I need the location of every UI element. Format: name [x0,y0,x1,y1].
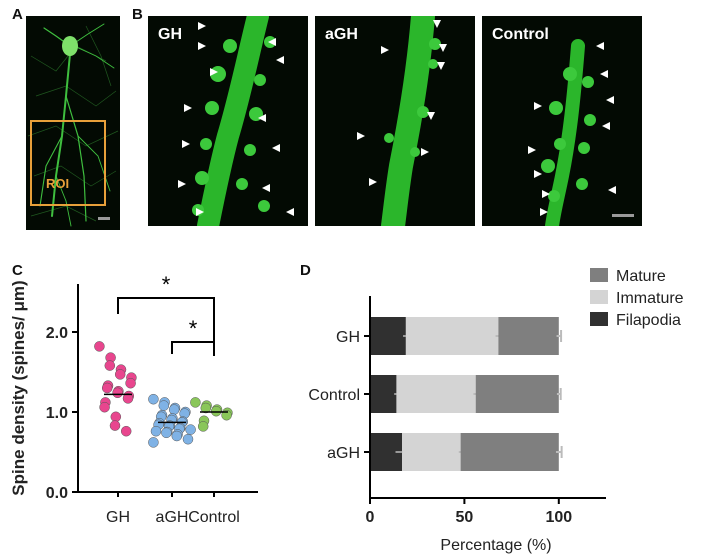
data-point [104,360,116,371]
x-tick-label: 0 [366,509,375,526]
legend-label: Immature [616,290,684,307]
bar-segment-mature [475,375,559,413]
panel-label-a: A [12,6,23,23]
data-point [101,382,113,394]
x-tick-label: 50 [456,509,474,526]
significance-bracket [171,341,215,356]
x-tick-label: 100 [545,509,572,526]
dendrite-image-gh: GH [148,16,308,226]
bar-segment-mature [498,317,559,355]
data-point [210,405,222,417]
data-point [190,397,201,408]
panel-label-d: D [300,262,311,279]
bar-segment-immature [402,433,461,471]
y-tick-label: aGH [327,445,360,462]
roi-box [30,120,106,206]
bar-segment-filapodia [370,375,397,413]
image-title-control: Control [492,26,549,43]
data-point [114,369,126,380]
dendrite-image-control: Control [482,16,642,226]
y-tick-label: Control [308,387,360,404]
chart-spine-percentage: GH Control aGH 0 50 100 Percentage (%) Mature Im… [308,268,684,554]
bar-segment-mature [460,433,559,471]
significance-star: * [189,316,198,341]
data-point [109,420,121,431]
data-point [161,427,172,439]
data-point [94,341,105,352]
data-point [99,401,110,413]
bar-segment-immature [396,375,476,413]
chart-spine-density: 0.0 1.0 2.0 Spine density (spines/ μm) GH aGH… [9,272,258,526]
significance-star: * [162,272,171,297]
neuron-image [27,23,119,227]
significance-bracket [117,297,215,352]
data-point [182,433,194,445]
data-point [120,425,132,437]
data-point [197,421,209,432]
data-point [110,411,122,423]
legend-label: Mature [616,268,666,285]
y-tick-label: GH [336,329,360,346]
data-point [122,393,134,404]
data-point [125,377,136,389]
x-tick-label: GH [106,509,130,526]
data-point [150,425,162,437]
data-point [112,387,123,399]
y-tick-label: 1.0 [46,405,68,422]
scale-bar [612,214,634,217]
y-tick-label: 2.0 [46,325,68,342]
image-title-agh: aGH [325,26,358,43]
image-title-gh: GH [158,26,182,43]
legend-label: Filapodia [616,312,681,329]
panel-label-b: B [132,6,143,23]
data-point [168,404,180,415]
y-tick-label: 0.0 [46,485,68,502]
x-axis-label: Percentage (%) [440,537,551,554]
x-tick-label: Control [188,509,240,526]
y-axis-label: Spine density (spines/ μm) [9,280,28,495]
x-tick-label: aGH [156,509,189,526]
legend-swatch-immature [590,290,608,304]
legend-swatch-mature [590,268,608,282]
roi-label: ROI [46,176,70,191]
neuron-micrograph: ROI [26,16,120,230]
bar-segment-immature [405,317,499,355]
dendrite-image-agh: aGH [315,16,475,226]
data-point [158,400,170,411]
data-point [200,402,212,414]
scale-bar [98,217,110,220]
panel-label-c: C [12,262,23,279]
data-point [185,424,196,435]
legend-swatch-filapodia [590,312,608,326]
data-point [148,393,159,405]
bar-segment-filapodia [370,317,406,355]
data-point [148,437,159,448]
data-point [171,430,183,442]
